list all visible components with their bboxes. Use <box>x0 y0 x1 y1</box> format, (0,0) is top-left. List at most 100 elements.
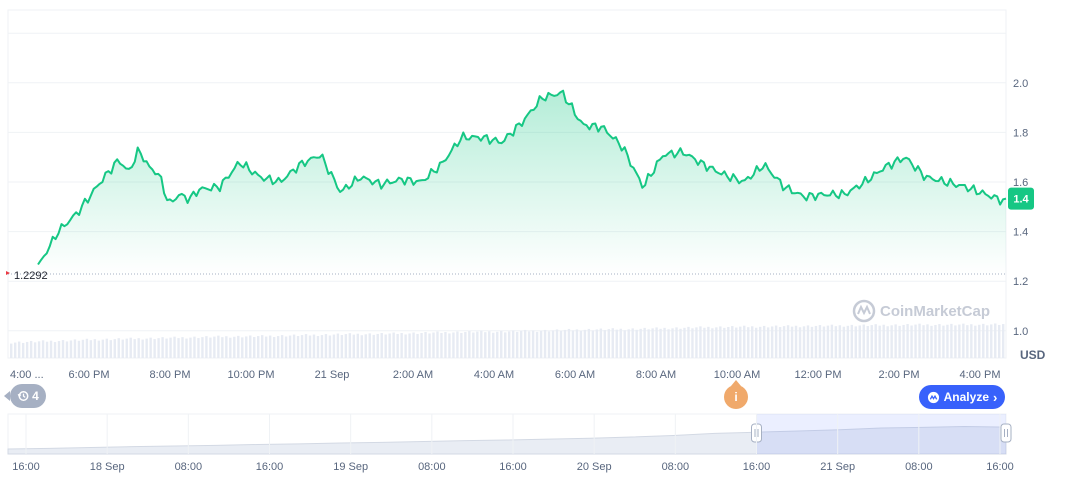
volume-bar <box>249 335 252 358</box>
analyze-button[interactable]: Analyze › <box>919 385 1005 409</box>
volume-bar <box>794 325 798 358</box>
volume-bar <box>49 340 53 358</box>
volume-bar <box>304 334 308 358</box>
volume-bar <box>165 338 168 358</box>
volume-bar <box>842 326 846 358</box>
volume-bar <box>472 332 475 358</box>
volume-bar <box>25 341 29 358</box>
volume-bar <box>870 325 873 358</box>
current-price-badge: 1.4 <box>1008 187 1034 210</box>
events-badge[interactable]: 4 <box>4 384 46 408</box>
x-tick-label: 4:00 PM <box>960 369 1001 381</box>
y-unit-label: USD <box>1020 348 1046 362</box>
volume-bar <box>970 324 973 358</box>
x-axis: 4:00 ... 6:00 PM 8:00 PM 10:00 PM 21 Sep 2:00… <box>10 369 1000 381</box>
x-tick-label: 2:00 PM <box>879 369 920 381</box>
volume-bar <box>492 332 495 358</box>
volume-bar <box>488 331 491 358</box>
volume-bar <box>476 331 479 358</box>
volume-bar <box>201 337 204 358</box>
volume-bar <box>854 326 857 358</box>
navigator-handle-right[interactable] <box>1000 423 1012 443</box>
volume-bar <box>563 329 567 358</box>
history-icon <box>17 391 29 401</box>
volume-bar <box>567 328 571 358</box>
time-range-navigator[interactable]: 16:00 18 Sep 08:00 16:00 19 Sep 08:00 16:00 20 … <box>7 413 1014 473</box>
volume-bar <box>774 325 778 358</box>
volume-bar <box>862 324 865 358</box>
volume-bar <box>543 329 547 358</box>
info-marker[interactable]: i <box>724 380 748 409</box>
volume-bar <box>237 335 240 358</box>
volume-bar <box>368 333 371 358</box>
volume-bar <box>615 329 618 358</box>
volume-bar <box>324 334 328 358</box>
volume-bar <box>444 331 447 358</box>
volume-bar <box>37 341 41 358</box>
volume-bar <box>671 328 674 358</box>
navigator-tick-label: 20 Sep <box>577 461 612 473</box>
volume-bar <box>193 336 196 358</box>
volume-bar <box>380 333 383 358</box>
volume-bar <box>229 337 232 358</box>
volume-bar <box>133 339 136 358</box>
volume-bar <box>197 338 200 358</box>
navigator-tick-label: 16:00 <box>256 461 284 473</box>
price-area <box>37 89 1007 274</box>
reference-line-label: 1.2292 <box>14 270 48 282</box>
volume-bar <box>731 326 734 358</box>
navigator-tick-label: 08:00 <box>662 461 690 473</box>
volume-bar <box>316 335 320 358</box>
volume-bar <box>846 325 850 358</box>
volume-bar <box>185 338 188 358</box>
volume-bar <box>926 324 929 358</box>
volume-bar <box>53 342 57 358</box>
volume-bar <box>400 333 403 358</box>
volume-bar <box>460 332 463 358</box>
volume-bar <box>535 331 539 358</box>
volume-bar <box>643 327 646 358</box>
volume-bar <box>428 333 431 358</box>
volume-bar <box>432 332 435 358</box>
volume-bar <box>336 333 340 358</box>
volume-bar <box>539 330 543 358</box>
volume-bar <box>376 333 379 358</box>
volume-bars <box>10 323 1005 358</box>
x-tick-label: 4:00 ... <box>10 369 44 381</box>
volume-bar <box>161 337 164 358</box>
volume-bar <box>699 326 702 358</box>
volume-bar <box>225 336 228 358</box>
volume-bar <box>719 326 722 358</box>
coinmarketcap-logo-mark <box>857 304 871 316</box>
volume-bar <box>288 335 292 358</box>
volume-bar <box>153 339 156 358</box>
x-tick-label: 10:00 AM <box>714 369 760 381</box>
volume-bar <box>420 332 423 358</box>
volume-bar <box>962 323 965 358</box>
analyze-label: Analyze <box>943 390 989 404</box>
x-tick-label: 10:00 PM <box>227 369 274 381</box>
volume-bar <box>790 326 794 358</box>
volume-bar <box>10 343 13 358</box>
reference-marker-icon <box>6 270 10 275</box>
volume-bar <box>559 330 563 358</box>
volume-bar <box>659 328 662 358</box>
volume-bar <box>802 326 806 358</box>
volume-bar <box>73 339 77 358</box>
volume-bar <box>440 332 443 358</box>
volume-bar <box>623 330 626 358</box>
current-price-badge-bg <box>1008 187 1034 210</box>
volume-bar <box>707 326 710 358</box>
volume-bar <box>758 326 762 358</box>
volume-bar <box>786 325 790 358</box>
volume-bar <box>241 337 244 358</box>
volume-bar <box>504 332 507 358</box>
volume-bar <box>878 325 881 358</box>
volume-bar <box>145 338 148 358</box>
volume-bar <box>607 329 610 358</box>
volume-bar <box>575 329 579 358</box>
volume-bar <box>519 330 523 358</box>
volume-bar <box>898 325 901 358</box>
volume-bar <box>332 334 336 358</box>
